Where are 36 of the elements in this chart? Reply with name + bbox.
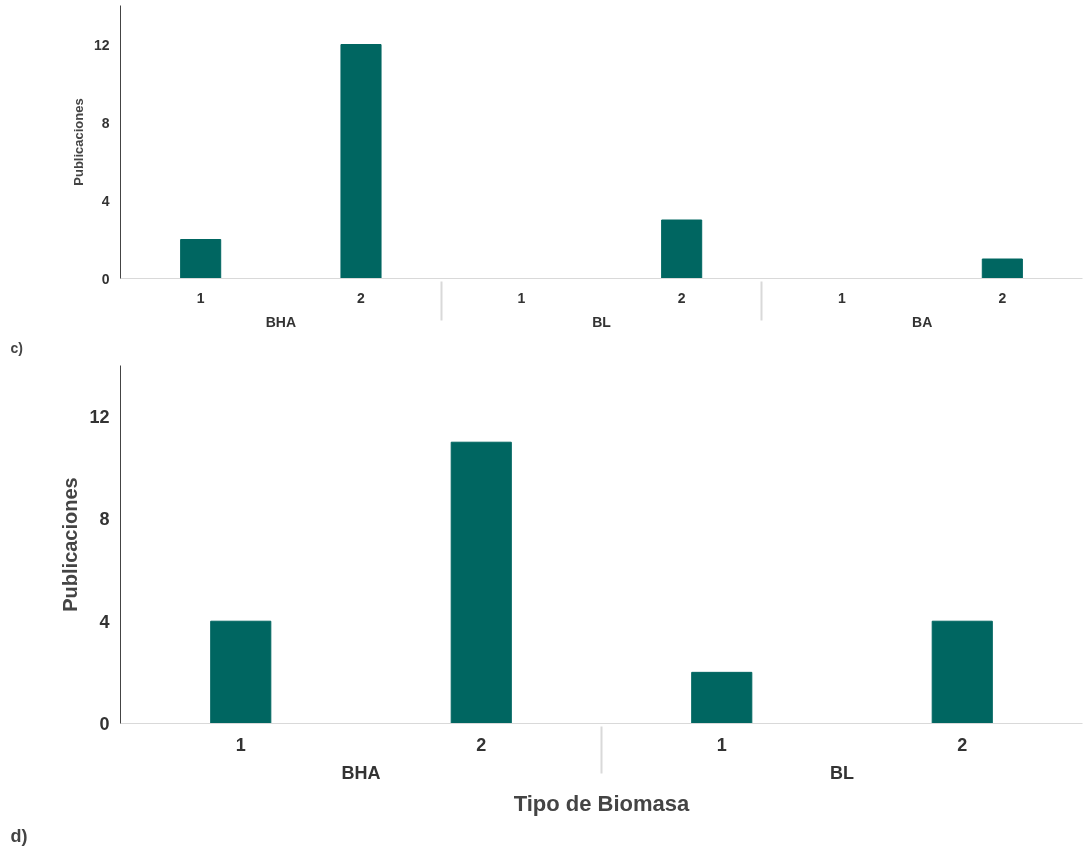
y-tick-label: 4	[99, 611, 110, 632]
y-tick-label: 12	[93, 36, 110, 53]
bar	[691, 671, 753, 724]
x-tick-label: 2	[677, 289, 686, 306]
x-tick-label: 1	[838, 289, 847, 306]
y-tick-label: 12	[89, 407, 110, 428]
x-tick-label: 2	[357, 289, 366, 306]
text: c)	[10, 339, 23, 356]
text: BHA	[265, 313, 297, 330]
text: BL	[830, 762, 854, 783]
bar	[340, 44, 382, 279]
x-tick-label: 1	[517, 289, 526, 306]
text: BHA	[341, 762, 381, 783]
y-axis-title: Publicaciones	[59, 477, 82, 612]
text: BA	[912, 313, 933, 330]
y-tick-label: 8	[101, 114, 110, 131]
bar	[450, 441, 512, 724]
x-tick-label: 1	[235, 734, 246, 755]
text: BL	[592, 313, 612, 330]
x-tick-label: 1	[196, 289, 205, 306]
bar	[180, 239, 222, 279]
y-tick-label: 8	[99, 509, 110, 530]
y-axis-title: Publicaciones	[70, 98, 86, 186]
y-tick-label: 0	[99, 714, 110, 734]
x-tick-label: 2	[957, 734, 968, 755]
bar	[661, 219, 703, 279]
bar	[210, 620, 272, 724]
x-axis-title: Tipo de Biomasa	[513, 790, 691, 816]
x-tick-label: 2	[476, 734, 487, 755]
y-tick-label: 0	[101, 270, 110, 287]
bar	[931, 620, 993, 724]
x-tick-label: 1	[716, 734, 727, 755]
x-tick-label: 2	[998, 289, 1007, 306]
bar	[981, 258, 1023, 279]
y-tick-label: 4	[101, 192, 110, 209]
text: d)	[10, 825, 28, 846]
